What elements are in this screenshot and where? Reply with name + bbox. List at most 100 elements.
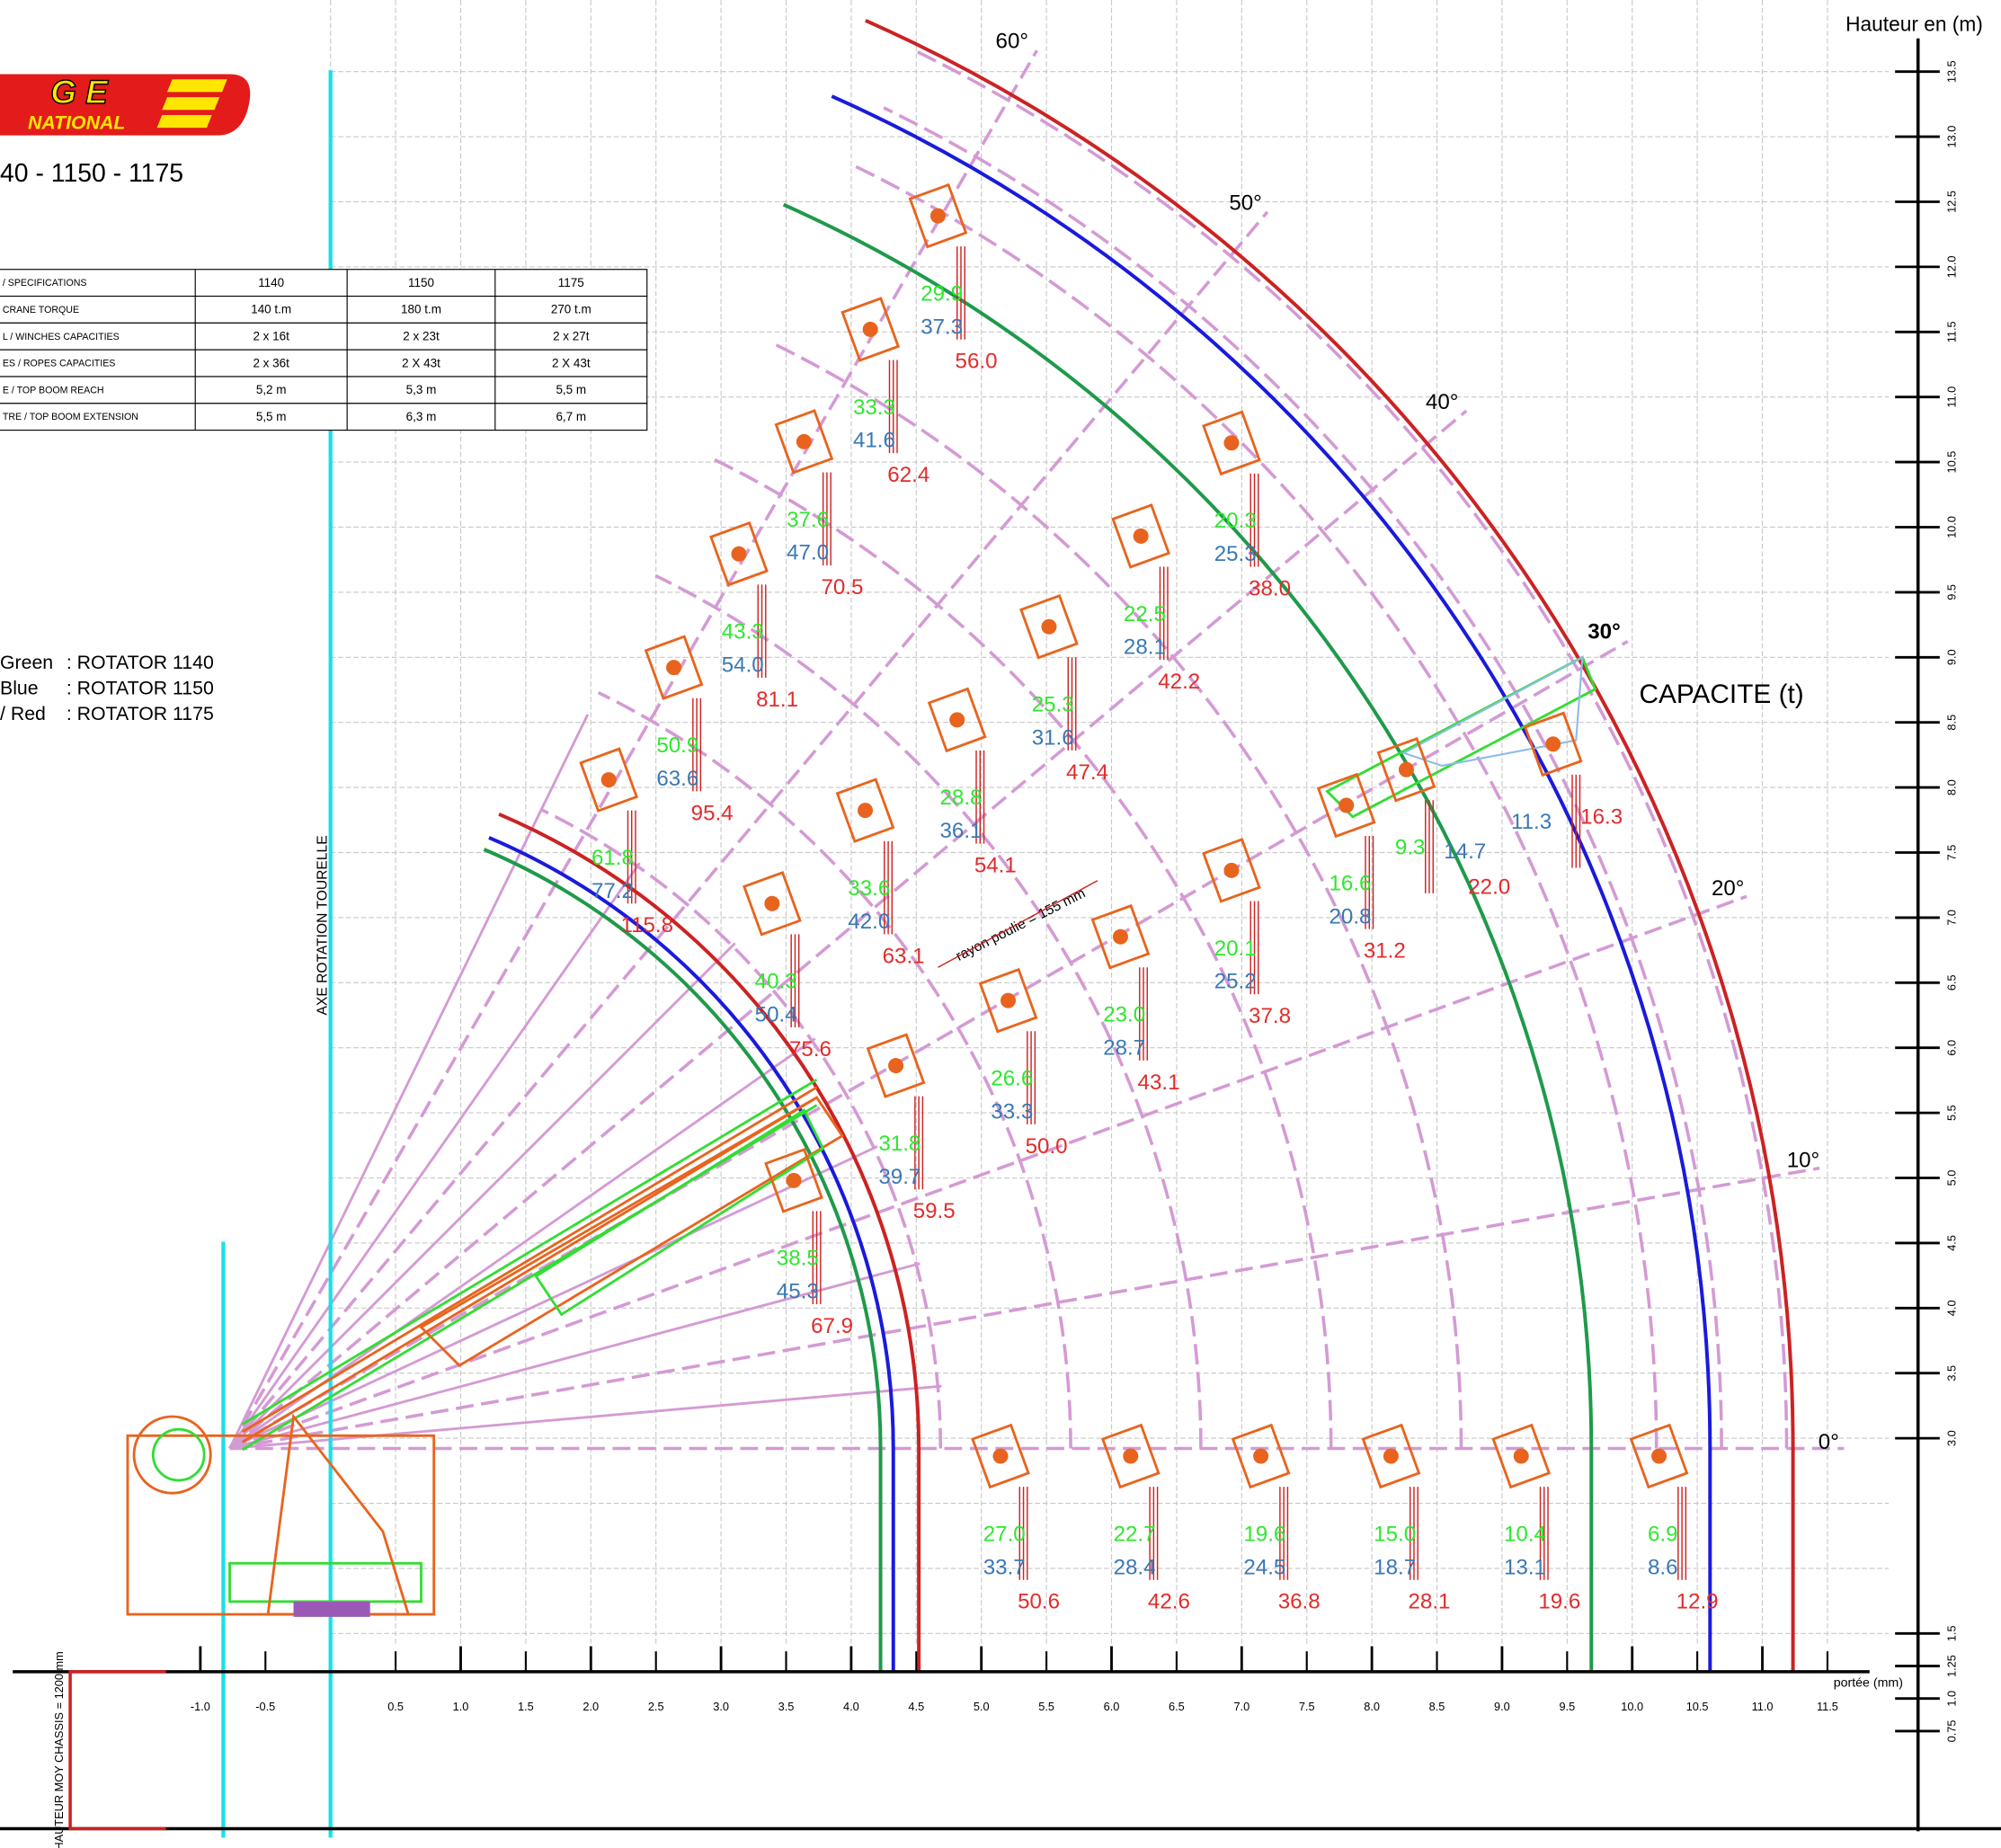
table-cell: 2 X 43t xyxy=(402,356,440,369)
capacity-green: 9.3 xyxy=(1395,836,1426,860)
chassis-height-label: HAUTEUR MOY CHASSIS = 1200 mm xyxy=(52,1651,66,1848)
reach-tick-label: 0.5 xyxy=(387,1700,404,1713)
capacity-blue: 28.1 xyxy=(1124,635,1166,660)
capacity-red: 42.6 xyxy=(1148,1590,1190,1614)
logo-top: G E xyxy=(50,74,109,111)
hook-sheave xyxy=(1131,527,1151,546)
reach-tick-label: -1.0 xyxy=(191,1700,210,1713)
hook-sheave xyxy=(860,320,880,340)
capacity-blue: 45.3 xyxy=(777,1280,819,1304)
capacity-green: 25.3 xyxy=(1032,693,1074,717)
legend-label: : ROTATOR 1140 xyxy=(67,652,214,673)
capacity-red: 62.4 xyxy=(887,463,929,487)
table-cell: 6,7 m xyxy=(556,410,586,423)
capacity-red: 19.6 xyxy=(1538,1590,1580,1614)
title: 40 - 1150 - 1175 xyxy=(0,159,183,188)
capacity-green: 27.0 xyxy=(983,1522,1026,1546)
capacity-red: 81.1 xyxy=(756,688,798,712)
hook-icon xyxy=(1021,596,1077,658)
capacity-red: 47.4 xyxy=(1066,760,1108,785)
capacity-red: 54.1 xyxy=(974,853,1017,877)
hook-icon xyxy=(1092,906,1148,968)
reach-tick-label: 10.0 xyxy=(1621,1700,1643,1713)
capacity-blue: 50.4 xyxy=(755,1003,797,1027)
table-row xyxy=(0,270,647,297)
capacity-blue: 41.6 xyxy=(853,429,895,453)
capacity-green: 19.6 xyxy=(1243,1522,1285,1546)
table-cell: 2 x 16t xyxy=(253,330,289,343)
capacity-red: 67.9 xyxy=(811,1314,853,1338)
angle-label: 60° xyxy=(996,29,1028,53)
envelope-curve xyxy=(866,21,1793,1672)
ray xyxy=(230,1386,942,1448)
angle-label: 20° xyxy=(1712,876,1744,901)
table-cell: 1175 xyxy=(558,276,584,289)
capacity-red: 16.3 xyxy=(1580,805,1623,830)
hook-sheave xyxy=(729,544,749,564)
capacity-green: 33.3 xyxy=(853,395,895,420)
angle-ray xyxy=(230,50,1037,1448)
hook-icon xyxy=(1319,775,1374,837)
height-tick-label: 1.5 xyxy=(1944,1625,1958,1641)
hook-icon xyxy=(1204,412,1259,474)
capacity-blue: 13.1 xyxy=(1504,1555,1546,1579)
capacity-red: 22.0 xyxy=(1468,875,1510,900)
hook-sheave xyxy=(1543,734,1563,754)
height-tick-label: 8.0 xyxy=(1944,779,1958,795)
capacity-blue: 37.3 xyxy=(920,315,963,339)
height-tick-label: 1.25 xyxy=(1944,1655,1958,1677)
height-tick-label: 9.0 xyxy=(1944,649,1958,665)
capacity-red: 95.4 xyxy=(691,801,734,825)
hook-icon xyxy=(837,779,893,841)
capacity-red: 75.6 xyxy=(789,1037,832,1062)
capacity-blue: 63.6 xyxy=(656,767,698,791)
capacity-green: 15.0 xyxy=(1374,1522,1416,1546)
capacity-green: 43.3 xyxy=(722,620,764,644)
capacity-red: 50.6 xyxy=(1018,1590,1060,1614)
reach-tick-label: 5.5 xyxy=(1038,1700,1054,1713)
capacity-green: 33.6 xyxy=(848,876,890,901)
reach-axis-title: portée (mm) xyxy=(1834,1675,1903,1690)
height-tick-label: 11.0 xyxy=(1944,386,1958,408)
hook-icon xyxy=(1113,505,1169,567)
reach-tick-label: 6.0 xyxy=(1104,1700,1120,1713)
table-cell: 1140 xyxy=(258,276,284,289)
pulley-line xyxy=(938,881,1097,968)
reach-tick-label: 3.5 xyxy=(778,1700,795,1713)
capacity-green: 37.6 xyxy=(787,508,829,532)
capacity-green: 38.5 xyxy=(777,1247,819,1271)
table-cell: 180 t.m xyxy=(401,303,441,316)
capacity-blue: 25.2 xyxy=(1214,970,1257,994)
reach-tick-label: 4.5 xyxy=(908,1700,924,1713)
hook-sheave xyxy=(664,658,684,678)
angle-label: 30° xyxy=(1587,620,1620,644)
angle-label: 50° xyxy=(1229,191,1261,216)
capacity-title: CAPACITE (t) xyxy=(1639,680,1803,709)
capacity-blue: 8.6 xyxy=(1648,1555,1678,1579)
reach-tick-label: 2.5 xyxy=(648,1700,664,1713)
legend-color: Blue xyxy=(0,677,39,698)
table-cell: CRANE TORQUE xyxy=(3,305,79,315)
reach-tick-label: 7.0 xyxy=(1233,1700,1250,1713)
capacity-green: 23.0 xyxy=(1103,1003,1145,1027)
table-cell: 6,3 m xyxy=(406,410,437,423)
height-axis-title: Hauteur en (m) xyxy=(1845,13,1983,36)
height-tick-label: 5.0 xyxy=(1944,1170,1958,1186)
radius-arc xyxy=(884,108,1721,1449)
capacity-red: 50.0 xyxy=(1026,1134,1068,1159)
capacity-green: 6.9 xyxy=(1648,1522,1678,1546)
capacity-blue: 42.0 xyxy=(848,910,890,934)
capacity-blue: 14.7 xyxy=(1444,840,1486,864)
capacity-red: 12.9 xyxy=(1676,1590,1719,1614)
table-cell: 140 t.m xyxy=(251,303,291,316)
height-tick-label: 3.0 xyxy=(1944,1430,1958,1446)
capacity-blue: 24.5 xyxy=(1243,1555,1285,1579)
rotation-axis-label: AXE ROTATION TOURELLE xyxy=(315,835,330,1015)
hook-icon xyxy=(910,185,965,247)
legend-label: : ROTATOR 1175 xyxy=(67,703,214,724)
base xyxy=(230,1563,422,1602)
table-row xyxy=(0,297,647,324)
grid xyxy=(331,0,1889,1646)
capacity-green: 10.4 xyxy=(1504,1522,1546,1546)
capacity-green: 20.1 xyxy=(1214,937,1257,961)
